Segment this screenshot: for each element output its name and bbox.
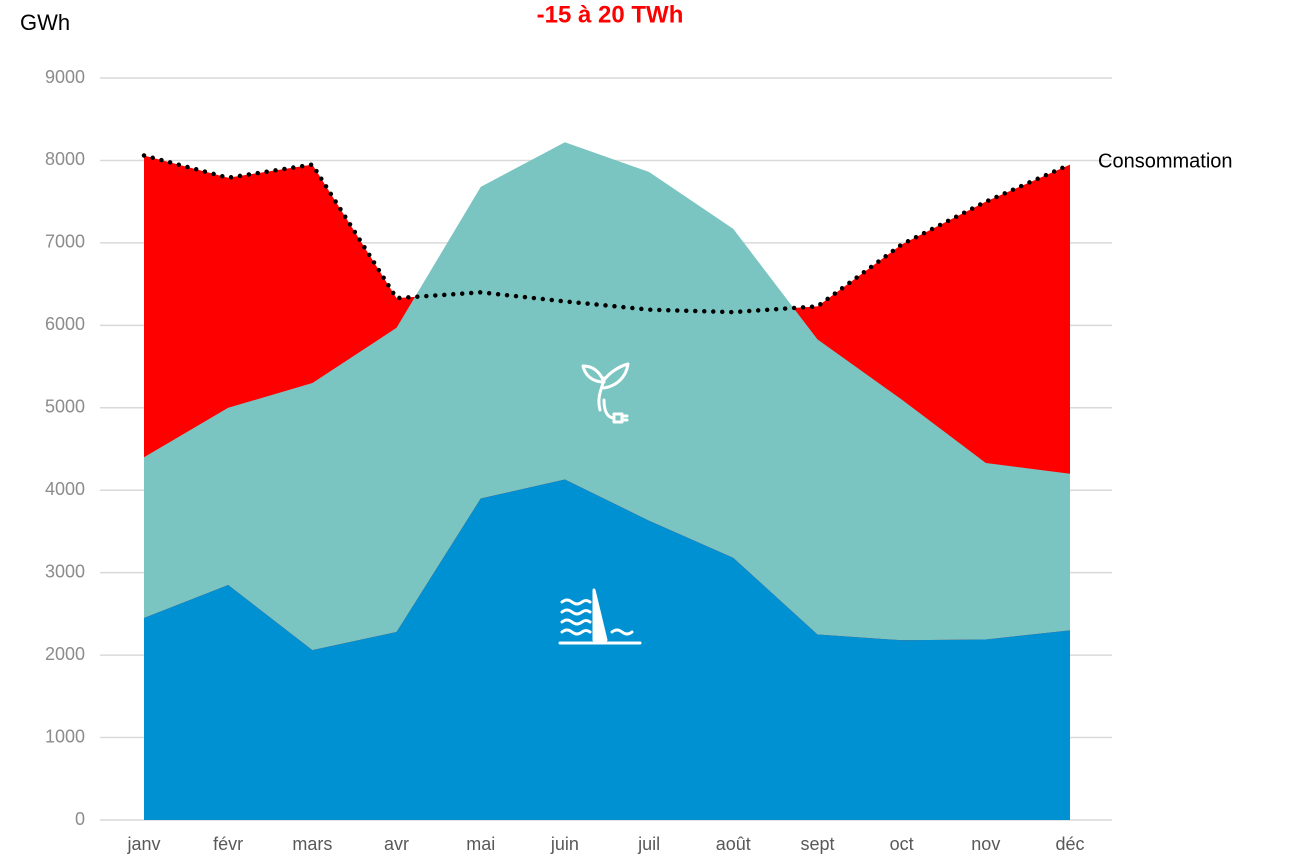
- line-label: Consommation: [1098, 150, 1233, 172]
- y-tick-label: 9000: [45, 67, 85, 87]
- area: [144, 142, 1070, 651]
- x-tick-label: mai: [466, 834, 495, 854]
- y-tick-label: 5000: [45, 397, 85, 417]
- chart-title: -15 à 20 TWh: [537, 1, 684, 28]
- consumption-line: [141, 153, 1073, 315]
- y-tick-label: 8000: [45, 149, 85, 169]
- x-tick-label: nov: [971, 834, 1000, 854]
- x-tick-label: mars: [292, 834, 332, 854]
- dam-icon: [592, 588, 608, 642]
- y-axis-label: GWh: [20, 10, 70, 35]
- y-tick-label: 6000: [45, 314, 85, 334]
- x-tick-label: déc: [1055, 834, 1084, 854]
- area: [144, 479, 1070, 820]
- x-tick-label: févr: [213, 834, 243, 854]
- y-tick-label: 3000: [45, 561, 85, 581]
- waves-icon: [558, 598, 642, 645]
- x-tick-label: août: [716, 834, 751, 854]
- x-tick-label: janv: [126, 834, 160, 854]
- y-tick-label: 4000: [45, 479, 85, 499]
- x-tick-label: avr: [384, 834, 409, 854]
- leaf-icon: [581, 362, 630, 424]
- icons: [558, 362, 642, 645]
- y-tick-label: 1000: [45, 726, 85, 746]
- y-tick-label: 0: [75, 809, 85, 829]
- x-tick-label: juil: [637, 834, 660, 854]
- x-tick-label: juin: [550, 834, 579, 854]
- y-tick-label: 7000: [45, 232, 85, 252]
- x-tick-label: sept: [800, 834, 834, 854]
- y-tick-label: 2000: [45, 644, 85, 664]
- x-tick-label: oct: [890, 834, 914, 854]
